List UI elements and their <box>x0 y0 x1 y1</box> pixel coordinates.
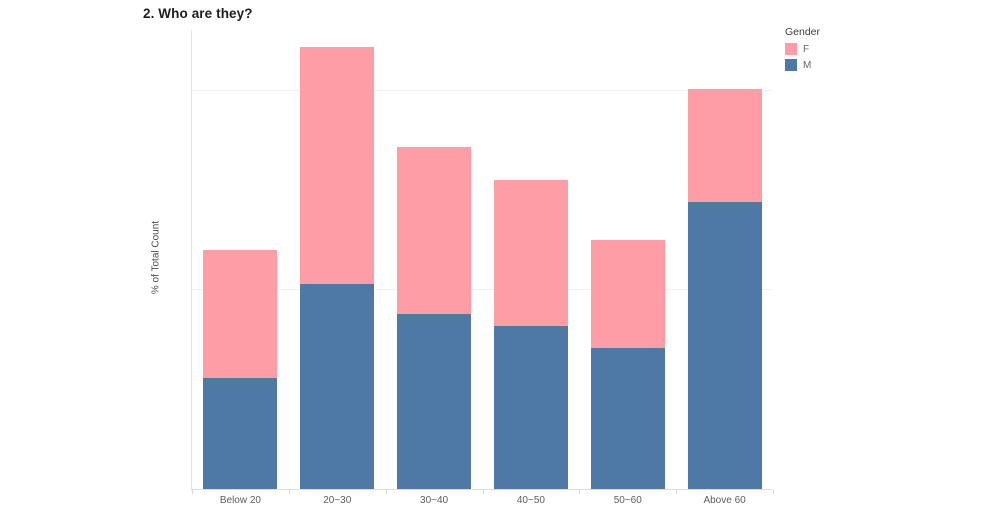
bar-column <box>483 30 580 489</box>
bar-segment-f[interactable] <box>203 250 278 378</box>
bar-segment-m[interactable] <box>590 347 665 489</box>
x-axis-label: 50~60 <box>613 495 642 506</box>
bar-segment-m[interactable] <box>493 325 568 489</box>
legend-swatch-icon <box>785 59 797 71</box>
bar-segment-f[interactable] <box>493 180 568 326</box>
plot-area: Below 20 20~30 30~40 40~50 50~60 Above 60 <box>191 30 774 506</box>
bar-column <box>386 30 483 489</box>
bar-segment-f[interactable] <box>687 88 762 203</box>
x-axis-tick <box>288 490 290 494</box>
legend-swatch-icon <box>785 43 797 55</box>
stacked-bar <box>300 46 375 489</box>
bar-column <box>192 30 289 489</box>
x-axis-tick <box>385 490 387 494</box>
legend-title: Gender <box>785 26 821 38</box>
stacked-bar <box>397 146 472 489</box>
legend-label: F <box>803 43 810 55</box>
stacked-bar <box>590 240 665 489</box>
y-axis-label: % of Total Count <box>150 220 162 295</box>
x-axis-label: 20~30 <box>323 495 352 506</box>
bar-segment-m[interactable] <box>203 377 278 489</box>
x-axis-tick <box>773 490 774 494</box>
stacked-bar <box>687 88 762 489</box>
bar-segment-m[interactable] <box>397 313 472 489</box>
x-axis-label: 30~40 <box>420 495 449 506</box>
x-axis-tick <box>579 490 581 494</box>
bar-column <box>676 30 773 489</box>
bar-segment-m[interactable] <box>300 283 375 489</box>
bar-segment-f[interactable] <box>397 146 472 314</box>
chart-title: 2. Who are they? <box>143 6 253 21</box>
gridline <box>192 89 772 91</box>
x-axis-tick <box>676 490 678 494</box>
x-axis-tick <box>482 490 484 494</box>
legend-label: M <box>803 59 812 71</box>
x-axis-label: Below 20 <box>219 495 261 506</box>
x-axis-label: Above 60 <box>703 495 746 506</box>
bar-column <box>579 30 676 489</box>
bar-segment-f[interactable] <box>590 240 665 348</box>
bar-segment-f[interactable] <box>300 46 375 284</box>
bar-column <box>289 30 386 489</box>
x-axis-tick <box>192 490 193 494</box>
bar-segment-m[interactable] <box>687 202 762 489</box>
stacked-bar <box>493 180 568 489</box>
legend-item-f[interactable]: F <box>785 43 820 55</box>
x-axis-label: 40~50 <box>516 495 545 506</box>
gridline <box>192 288 772 290</box>
legend-item-m[interactable]: M <box>785 59 820 71</box>
stacked-bar <box>203 250 278 489</box>
